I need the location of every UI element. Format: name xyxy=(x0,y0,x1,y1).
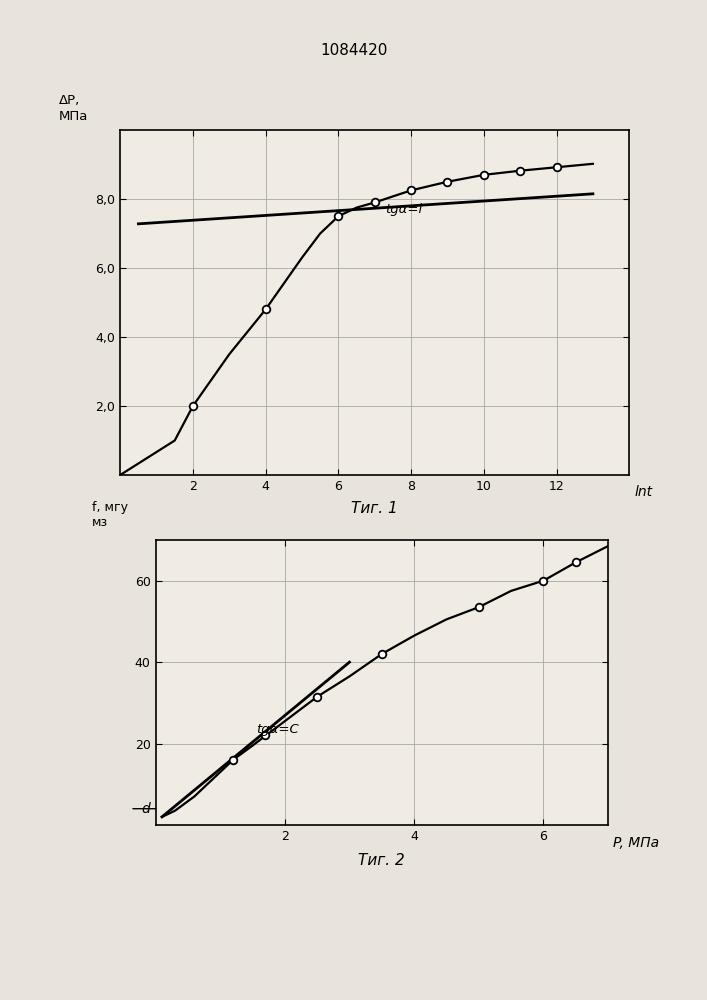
Text: lnt: lnt xyxy=(634,485,653,499)
Text: Τиг. 2: Τиг. 2 xyxy=(358,853,405,868)
Text: f, мгу
мз: f, мгу мз xyxy=(92,501,128,529)
Text: tgα=i: tgα=i xyxy=(385,203,423,216)
Text: Τиг. 1: Τиг. 1 xyxy=(351,501,398,516)
Text: P, МПа: P, МПа xyxy=(612,836,659,850)
Text: ΔP,
МПа: ΔP, МПа xyxy=(59,94,88,123)
Text: tgα=C: tgα=C xyxy=(256,723,298,736)
Text: 1084420: 1084420 xyxy=(320,43,387,58)
Text: d: d xyxy=(141,802,151,816)
